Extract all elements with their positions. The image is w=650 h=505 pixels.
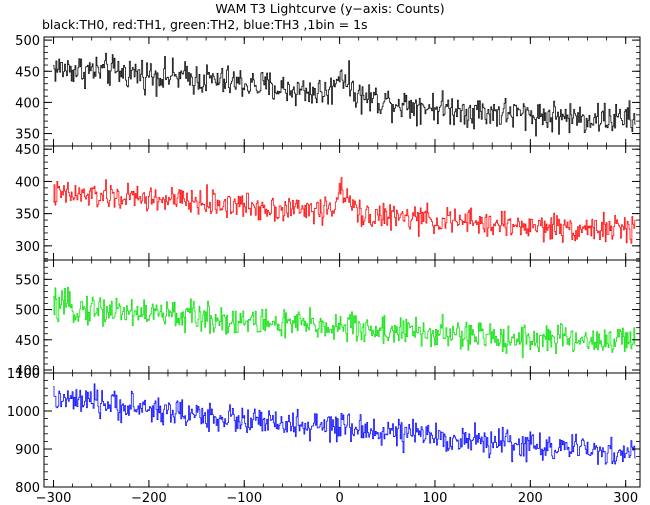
x-tick-label: −100 <box>226 491 262 505</box>
y-tick-label: 500 <box>15 34 40 49</box>
y-tick-label: 1000 <box>7 405 40 420</box>
x-tick-label: −300 <box>36 491 72 505</box>
panel-th1: 300 350 400 450 <box>15 143 641 261</box>
series-line-th0 <box>53 52 636 137</box>
series-line-th3 <box>53 383 636 465</box>
panel-th2: 400 450 500 550 <box>15 259 641 379</box>
panel-th0: 350 400 450 500 <box>15 34 641 147</box>
y-tick-label: 900 <box>15 443 40 458</box>
y-tick-label: 400 <box>15 364 40 379</box>
x-tick-label: 200 <box>518 491 543 505</box>
y-tick-label: 450 <box>15 143 40 158</box>
x-axis: −300 −200 −100 0 100 200 300 <box>36 491 638 505</box>
x-tick-label: 300 <box>613 491 638 505</box>
y-tick-label: 500 <box>15 304 40 319</box>
y-tick-label: 300 <box>15 240 40 255</box>
panel-frame <box>43 145 641 261</box>
x-tick-label: 100 <box>423 491 448 505</box>
panel-frame <box>43 372 641 488</box>
chart-title: WAM T3 Lightcurve (y−axis: Counts) <box>215 1 444 16</box>
y-tick-label: 400 <box>15 96 40 111</box>
y-tick-label: 450 <box>15 334 40 349</box>
x-tick-label: −200 <box>131 491 167 505</box>
y-tick-label: 800 <box>15 481 40 496</box>
panel-frame <box>43 36 641 147</box>
y-tick-label: 550 <box>15 273 40 288</box>
y-tick-label: 450 <box>15 65 40 80</box>
y-tick-label: 350 <box>15 128 40 143</box>
y-tick-label: 1100 <box>7 367 40 382</box>
series-line-th2 <box>53 286 636 358</box>
y-tick-label: 350 <box>15 208 40 223</box>
x-tick-label: 0 <box>335 491 343 505</box>
panel-th3: 800 900 1000 1100 <box>7 367 641 496</box>
chart-subtitle: black:TH0, red:TH1, green:TH2, blue:TH3 … <box>42 17 368 32</box>
panels: 350 400 450 500 300 350 400 450 400 450 500 550 800 9… <box>7 34 641 496</box>
y-tick-label: 400 <box>15 175 40 190</box>
series-line-th1 <box>53 177 636 244</box>
